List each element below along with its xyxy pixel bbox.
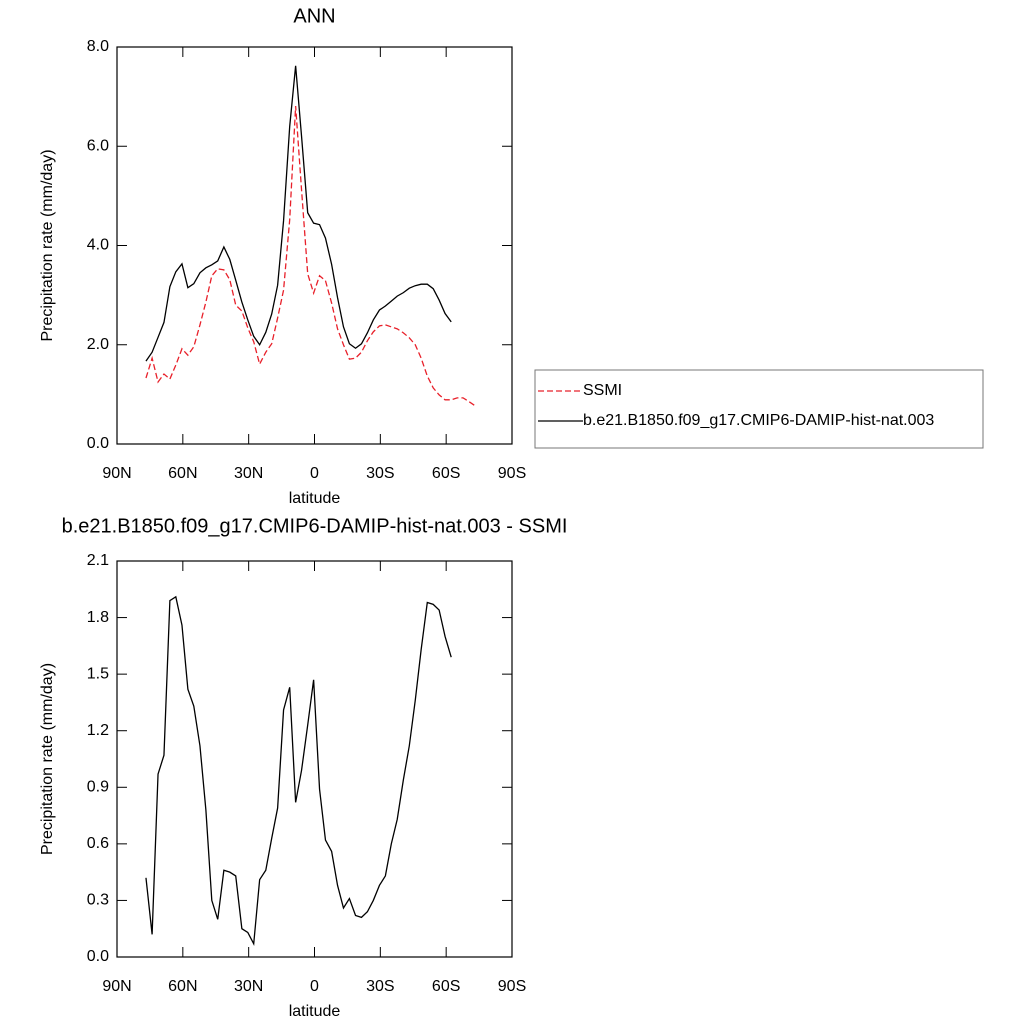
x-tick-label: 0 xyxy=(310,978,319,995)
plot-frame xyxy=(116,46,513,445)
y-tick-label: 0.6 xyxy=(87,835,109,852)
y-axis-label: Precipitation rate (mm/day) xyxy=(39,663,56,855)
plot-frame xyxy=(116,560,513,958)
x-tick-label: 90N xyxy=(102,978,131,995)
x-tick-label: 30N xyxy=(234,978,263,995)
x-tick-label: 90N xyxy=(102,465,131,482)
x-tick-label: 90S xyxy=(498,465,526,482)
x-tick-label: 60N xyxy=(168,465,197,482)
y-tick-label: 1.8 xyxy=(87,609,109,626)
x-tick-label: 60S xyxy=(432,465,460,482)
x-tick-label: 30N xyxy=(234,465,263,482)
x-axis-label: latitude xyxy=(289,1003,341,1020)
x-tick-label: 30S xyxy=(366,465,394,482)
legend-label: b.e21.B1850.f09_g17.CMIP6-DAMIP-hist-nat… xyxy=(583,412,934,429)
y-tick-label: 1.2 xyxy=(87,722,109,739)
y-tick-label: 0.0 xyxy=(87,948,109,965)
legend-box xyxy=(534,369,984,449)
y-tick-label: 0.3 xyxy=(87,892,109,909)
y-axis-label: Precipitation rate (mm/day) xyxy=(39,149,56,341)
chart-title: b.e21.B1850.f09_g17.CMIP6-DAMIP-hist-nat… xyxy=(62,515,568,537)
chart-title: ANN xyxy=(293,5,335,27)
legend-label: SSMI xyxy=(583,382,622,399)
series-line xyxy=(145,595,452,947)
y-tick-label: 1.5 xyxy=(87,665,109,682)
series-line xyxy=(145,65,452,362)
y-tick-label: 8.0 xyxy=(87,38,109,55)
x-axis-label: latitude xyxy=(289,490,341,507)
y-tick-label: 2.0 xyxy=(87,336,109,353)
series-line xyxy=(145,106,476,407)
x-tick-label: 30S xyxy=(366,978,394,995)
x-tick-label: 60S xyxy=(432,978,460,995)
x-tick-label: 0 xyxy=(310,465,319,482)
y-tick-label: 0.0 xyxy=(87,435,109,452)
x-tick-label: 60N xyxy=(168,978,197,995)
x-tick-label: 90S xyxy=(498,978,526,995)
y-tick-label: 4.0 xyxy=(87,237,109,254)
y-tick-label: 2.1 xyxy=(87,552,109,569)
y-tick-label: 6.0 xyxy=(87,137,109,154)
y-tick-label: 0.9 xyxy=(87,779,109,796)
